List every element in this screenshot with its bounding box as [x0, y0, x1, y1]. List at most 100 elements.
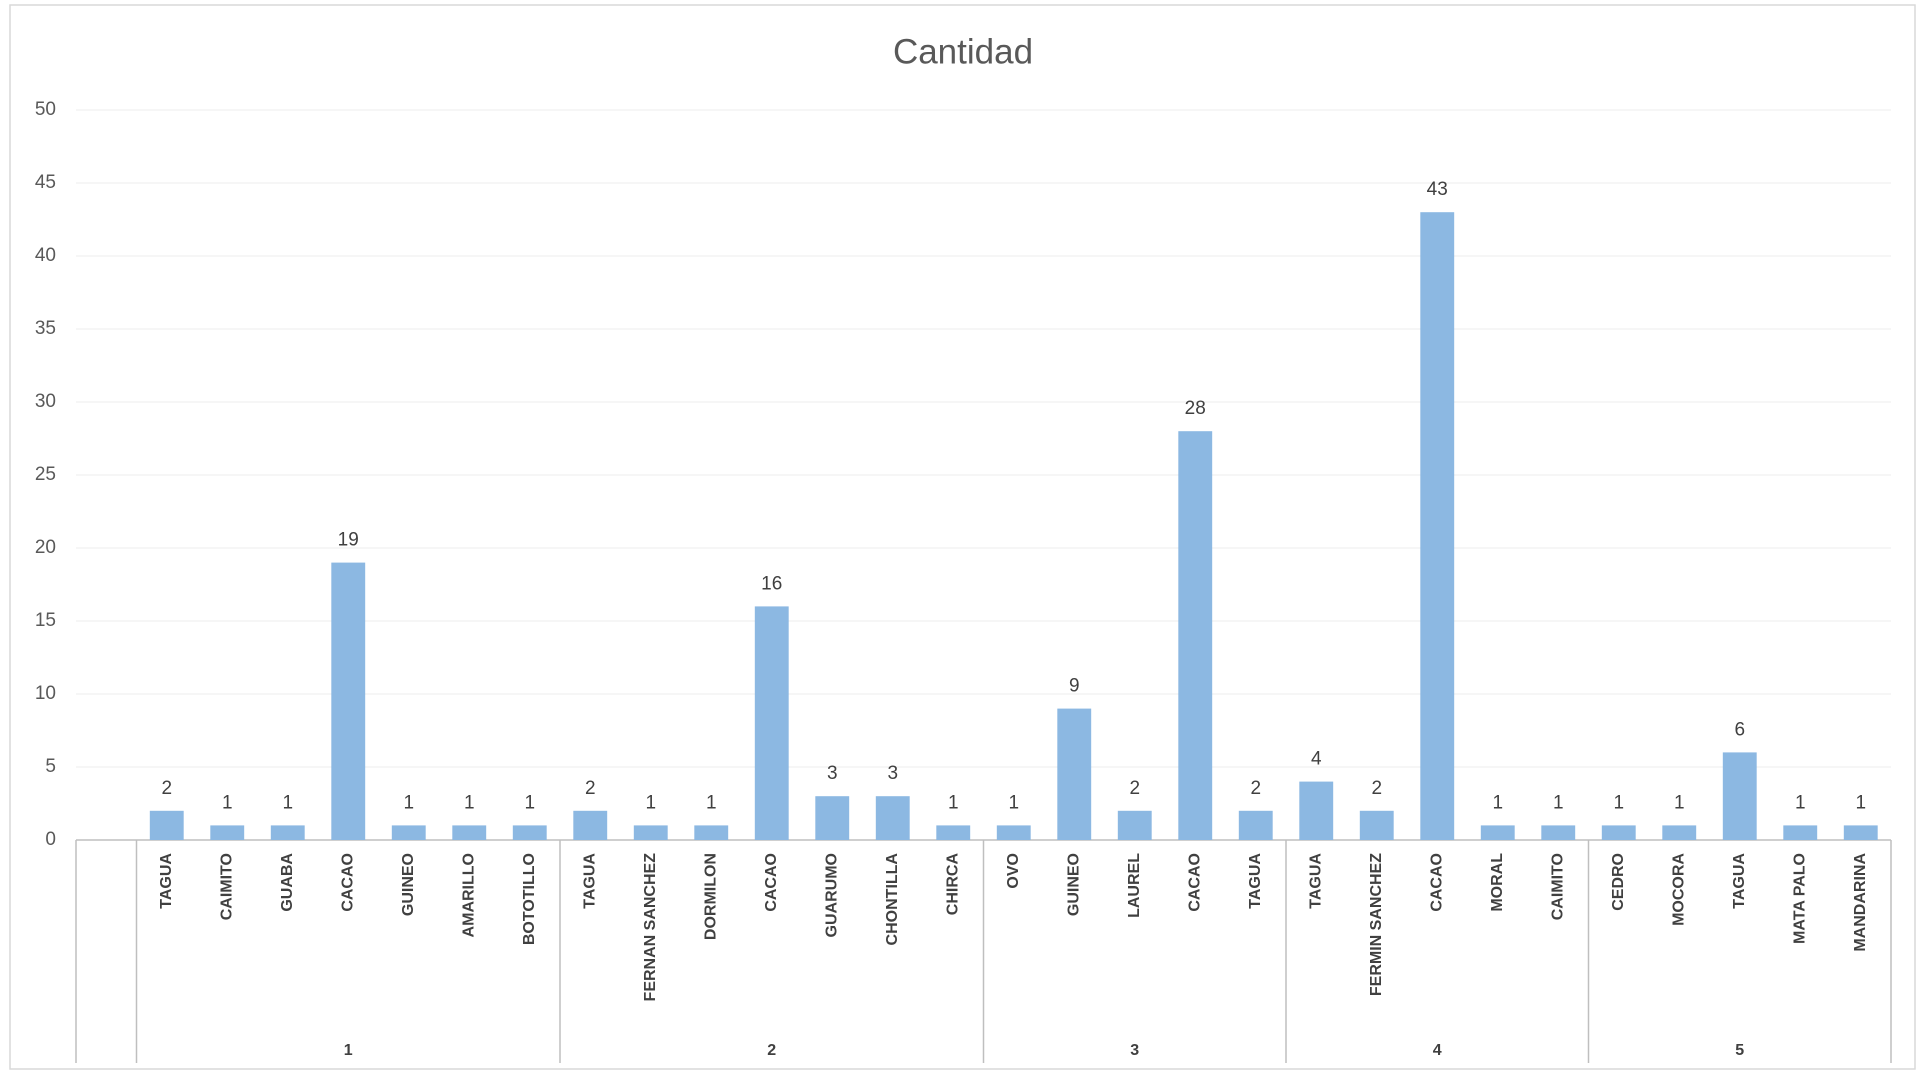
- x-tick-label: CACAO: [339, 853, 356, 912]
- x-tick-label: GUARUMO: [823, 853, 840, 937]
- bar: [996, 825, 1031, 840]
- bar: [1722, 752, 1757, 840]
- data-label: 2: [1371, 778, 1382, 799]
- data-label: 1: [1855, 792, 1866, 813]
- bar: [1843, 825, 1878, 840]
- data-label: 1: [706, 792, 717, 813]
- y-tick-label: 0: [45, 829, 56, 850]
- data-label: 43: [1427, 179, 1448, 200]
- x-tick-label: CACAO: [1428, 853, 1445, 912]
- x-tick-label: TAGUA: [1307, 853, 1324, 909]
- data-label: 1: [524, 792, 535, 813]
- data-label: 1: [948, 792, 959, 813]
- y-tick-label: 5: [45, 756, 56, 777]
- data-label: 4: [1311, 749, 1322, 770]
- x-tick-label: TAGUA: [158, 853, 175, 909]
- x-tick-label: DORMILON: [702, 853, 719, 940]
- group-label: 3: [1130, 1042, 1139, 1059]
- bar: [1178, 431, 1213, 840]
- bar: [1238, 810, 1273, 840]
- x-tick-label: BOTOTILLO: [521, 853, 538, 945]
- bar: [210, 825, 245, 840]
- bar: [936, 825, 971, 840]
- bar: [1420, 212, 1455, 840]
- y-tick-label: 25: [35, 464, 56, 485]
- data-label: 1: [464, 792, 475, 813]
- y-tick-label: 10: [35, 683, 56, 704]
- data-label: 9: [1069, 676, 1080, 697]
- data-label: 1: [1553, 792, 1564, 813]
- bar: [452, 825, 487, 840]
- data-label: 2: [161, 778, 172, 799]
- x-tick-label: TAGUA: [1247, 853, 1264, 909]
- x-tick-label: TAGUA: [1731, 853, 1748, 909]
- x-tick-label: GUINEO: [1065, 853, 1082, 916]
- x-tick-label: FERMIN SANCHEZ: [1368, 853, 1385, 996]
- x-tick-label: CAIMITO: [1549, 853, 1566, 920]
- x-tick-label: MORAL: [1489, 853, 1506, 912]
- bar: [754, 606, 789, 840]
- data-label: 2: [1129, 778, 1140, 799]
- data-label: 1: [222, 792, 233, 813]
- x-tick-label: MANDARINA: [1852, 853, 1869, 952]
- data-label: 2: [585, 778, 596, 799]
- data-label: 1: [282, 792, 293, 813]
- x-tick-label: MOCORA: [1670, 853, 1687, 926]
- group-label: 2: [767, 1042, 776, 1059]
- data-label: 1: [645, 792, 656, 813]
- x-tick-label: GUINEO: [400, 853, 417, 916]
- data-label: 2: [1250, 778, 1261, 799]
- bar: [149, 810, 184, 840]
- group-label: 5: [1735, 1042, 1744, 1059]
- data-label: 1: [1674, 792, 1685, 813]
- data-label: 28: [1185, 398, 1206, 419]
- bar: [1117, 810, 1152, 840]
- chart-border: [9, 4, 1916, 1070]
- x-tick-label: CAIMITO: [218, 853, 235, 920]
- data-label: 1: [1492, 792, 1503, 813]
- bar: [694, 825, 729, 840]
- group-label: 4: [1433, 1042, 1442, 1059]
- x-tick-label: CEDRO: [1610, 853, 1627, 911]
- y-tick-label: 50: [35, 99, 56, 120]
- y-tick-label: 40: [35, 245, 56, 266]
- data-label: 3: [827, 763, 838, 784]
- x-tick-label: MATA PALO: [1791, 853, 1808, 944]
- y-tick-label: 30: [35, 391, 56, 412]
- y-tick-label: 35: [35, 318, 56, 339]
- x-tick-label: AMARILLO: [460, 853, 477, 937]
- group-label: 1: [344, 1042, 353, 1059]
- data-label: 3: [887, 763, 898, 784]
- chart-title: Cantidad: [893, 32, 1033, 71]
- bar: [391, 825, 426, 840]
- x-tick-label: CACAO: [1186, 853, 1203, 912]
- data-label: 1: [1795, 792, 1806, 813]
- bar: [573, 810, 608, 840]
- bar: [512, 825, 547, 840]
- bar: [633, 825, 668, 840]
- data-label: 6: [1734, 719, 1745, 740]
- bar: [1299, 781, 1334, 840]
- data-label: 19: [338, 530, 359, 551]
- x-tick-label: FERNAN SANCHEZ: [642, 853, 659, 1002]
- bar: [1480, 825, 1515, 840]
- x-tick-label: CHONTILLA: [884, 853, 901, 946]
- y-tick-label: 45: [35, 172, 56, 193]
- bar: [331, 562, 366, 840]
- bar: [1662, 825, 1697, 840]
- x-tick-label: CHIRCA: [944, 853, 961, 916]
- bar: [1783, 825, 1818, 840]
- data-label: 1: [1008, 792, 1019, 813]
- x-tick-label: GUABA: [279, 853, 296, 912]
- y-tick-label: 15: [35, 610, 56, 631]
- bar: [1057, 708, 1092, 840]
- bar: [815, 796, 850, 840]
- bar: [1541, 825, 1576, 840]
- data-label: 1: [403, 792, 414, 813]
- data-label: 1: [1613, 792, 1624, 813]
- data-label: 16: [761, 573, 782, 594]
- bar: [270, 825, 305, 840]
- bar: [1359, 810, 1394, 840]
- bar: [875, 796, 910, 840]
